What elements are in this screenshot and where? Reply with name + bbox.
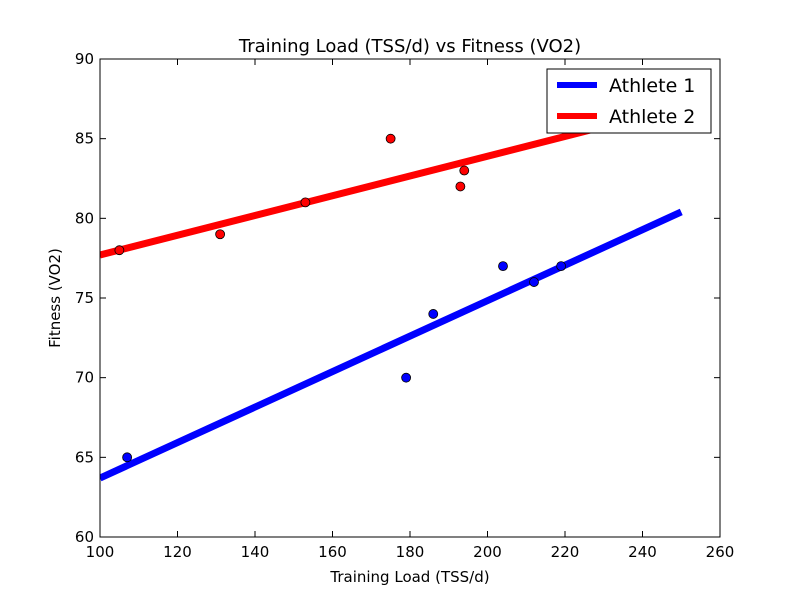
- y-tick-label: 70: [75, 369, 94, 387]
- data-point-athlete-1: [428, 309, 439, 319]
- data-point-athlete-2: [459, 165, 470, 176]
- legend-box: [546, 68, 712, 134]
- legend-label-athlete-2: Athlete 2: [609, 106, 695, 128]
- x-tick-label: 100: [86, 543, 115, 561]
- data-point-athlete-2: [385, 133, 396, 144]
- x-tick-label: 220: [551, 543, 580, 561]
- y-tick-label: 90: [75, 50, 94, 68]
- y-tick-label: 75: [75, 289, 94, 307]
- x-axis-label: Training Load (TSS/d): [329, 568, 489, 586]
- data-point-athlete-1: [122, 452, 133, 463]
- data-point-athlete-1: [498, 261, 508, 272]
- x-tick-label: 120: [163, 543, 192, 561]
- x-tick-label: 200: [473, 543, 502, 561]
- y-tick-label: 85: [75, 130, 94, 148]
- data-point-athlete-2: [215, 229, 226, 240]
- y-tick-label: 65: [75, 448, 94, 466]
- legend: Athlete 1 Athlete 2: [546, 68, 712, 134]
- y-tick-label: 60: [75, 528, 94, 546]
- data-point-athlete-2: [300, 197, 311, 208]
- x-tick-label: 180: [396, 543, 425, 561]
- legend-label-athlete-1: Athlete 1: [609, 75, 695, 97]
- data-point-athlete-2: [114, 245, 125, 256]
- data-point-athlete-1: [401, 372, 412, 383]
- axis-ticks: 100 120 140 160 180 200 220 240 260 60 65 70 75 80 85 9…: [75, 50, 734, 561]
- y-tick-label: 80: [75, 209, 94, 227]
- y-axis-label: Fitness (VO2): [46, 248, 64, 348]
- fit-line-athlete-1: [100, 208, 683, 482]
- x-tick-label: 260: [706, 543, 735, 561]
- data-point-athlete-2: [455, 181, 466, 192]
- data-point-athlete-1: [556, 261, 567, 272]
- x-tick-label: 140: [241, 543, 270, 561]
- chart-title: Training Load (TSS/d) vs Fitness (VO2): [238, 36, 581, 57]
- x-tick-label: 240: [628, 543, 657, 561]
- data-point-athlete-1: [529, 277, 539, 287]
- x-tick-label: 160: [318, 543, 347, 561]
